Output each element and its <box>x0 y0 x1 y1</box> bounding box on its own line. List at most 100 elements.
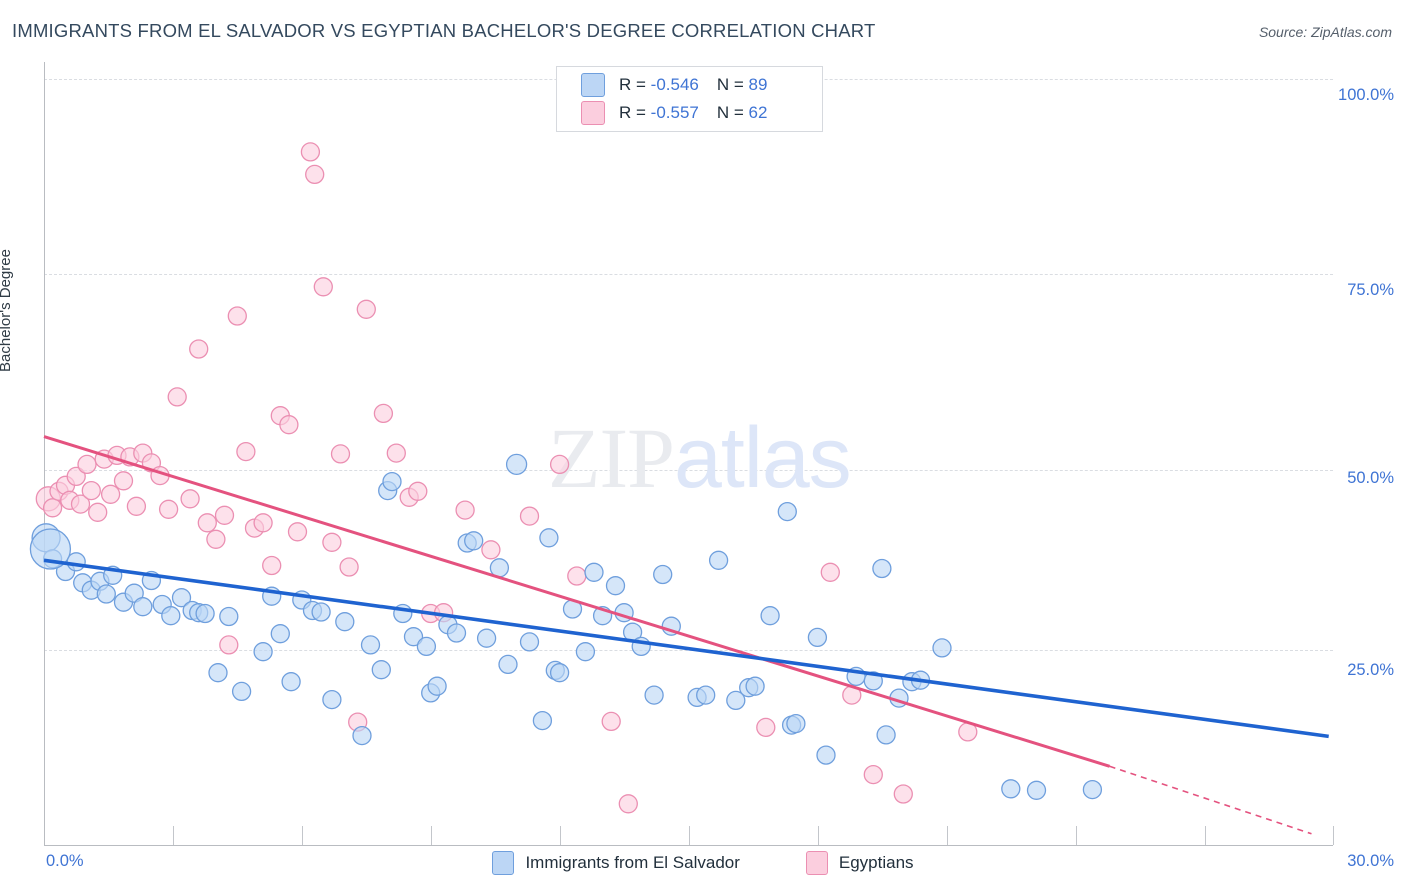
x-axis-tick <box>1076 826 1077 845</box>
scatter-point <box>653 564 673 585</box>
scatter-point <box>189 339 209 359</box>
scatter-point <box>1001 779 1021 799</box>
scatter-point <box>816 745 836 765</box>
x-axis-tick <box>947 826 948 845</box>
scatter-point <box>601 711 621 732</box>
x-tick-label-max: 30.0% <box>1347 852 1394 870</box>
scatter-point <box>532 710 553 731</box>
n-value-pink: N = 62 <box>716 103 768 122</box>
scatter-point <box>253 513 273 533</box>
legend-item-el-salvador[interactable]: Immigrants from El Salvador <box>492 851 740 875</box>
y-axis-line <box>44 62 45 845</box>
y-axis-title: Bachelor's Degree <box>0 249 14 372</box>
correlation-stats-box: R = -0.546 N = 89 R = -0.557 N = 62 <box>556 66 823 132</box>
scatter-point <box>756 717 776 738</box>
x-axis-tick <box>431 826 432 845</box>
scatter-point <box>1026 780 1047 800</box>
scatter-point <box>42 498 63 518</box>
scatter-point <box>279 415 299 435</box>
scatter-point <box>219 606 239 627</box>
scatter-point <box>81 480 101 501</box>
scatter-point <box>745 676 765 696</box>
gridline-25 <box>44 650 1333 651</box>
scatter-point <box>335 612 355 632</box>
scatter-point <box>305 164 325 185</box>
scatter-point <box>330 444 351 464</box>
legend-swatch-egyptians-icon <box>805 851 828 875</box>
scatter-point <box>180 489 200 509</box>
scatter-point <box>549 454 570 475</box>
scatter-point <box>777 501 797 522</box>
scatter-point <box>29 528 72 570</box>
r-value-pink: R = -0.557 <box>619 103 699 122</box>
scatter-point <box>158 499 179 519</box>
scatter-point <box>161 606 181 626</box>
scatter-point <box>66 466 86 487</box>
scatter-point <box>876 725 896 745</box>
scatter-point <box>227 306 247 326</box>
gridline-75 <box>44 274 1333 275</box>
scatter-point <box>113 471 134 491</box>
scatter-point <box>386 443 406 463</box>
scatter-point <box>219 635 239 655</box>
scatter-point <box>893 784 913 804</box>
legend-swatch-blue-icon <box>581 73 605 97</box>
scatter-point <box>311 602 331 622</box>
y-tick-label-25: 25.0% <box>1347 661 1394 679</box>
scatter-point <box>208 663 228 683</box>
legend-label-egyptians: Egyptians <box>838 853 914 872</box>
scatter-point <box>519 632 540 652</box>
y-tick-label-100: 100.0% <box>1338 86 1394 104</box>
scatter-point <box>313 277 333 297</box>
x-axis-tick <box>1333 826 1334 845</box>
scatter-point <box>287 522 308 542</box>
scatter-point <box>464 531 484 551</box>
y-tick-label-50: 50.0% <box>1347 469 1394 487</box>
scatter-point <box>231 681 252 702</box>
scatter-point <box>519 506 540 526</box>
scatter-point <box>807 627 828 648</box>
scatter-point <box>786 713 806 734</box>
scatter-point <box>476 628 497 648</box>
scatter-point <box>760 606 780 626</box>
legend-label-el-salvador: Immigrants from El Salvador <box>525 853 740 872</box>
scatter-point <box>696 685 716 705</box>
stats-row-pink: R = -0.557 N = 62 <box>557 99 822 127</box>
scatter-point <box>70 494 91 514</box>
scatter-point <box>605 576 626 596</box>
scatter-point <box>96 584 116 604</box>
page-title: IMMIGRANTS FROM EL SALVADOR VS EGYPTIAN … <box>12 20 876 41</box>
scatter-point <box>726 690 746 711</box>
scatter-point <box>167 387 187 407</box>
scatter-point <box>644 685 664 705</box>
scatter-point <box>549 663 570 683</box>
x-axis-tick <box>1205 826 1206 845</box>
scatter-point <box>567 566 587 586</box>
gridline-50 <box>44 470 1333 471</box>
scatter-point <box>863 764 883 785</box>
scatter-point <box>382 471 402 492</box>
r-value-blue: R = -0.546 <box>619 75 699 94</box>
scatter-point <box>455 500 475 520</box>
scatter-point <box>360 635 381 655</box>
scatter-point <box>1082 779 1103 800</box>
scatter-point <box>300 142 321 162</box>
scatter-point <box>373 403 394 424</box>
scatter-point <box>339 557 359 577</box>
scatter-point <box>446 623 467 643</box>
scatter-point <box>416 636 437 657</box>
legend-item-egyptians[interactable]: Egyptians <box>805 851 914 875</box>
scatter-point <box>236 441 256 462</box>
x-axis-line <box>44 845 1333 846</box>
scatter-point <box>584 562 604 582</box>
scatter-point <box>403 627 424 647</box>
scatter-point <box>171 588 192 608</box>
scatter-point <box>427 676 447 696</box>
x-tick-label-min: 0.0% <box>46 852 84 870</box>
scatter-point <box>322 689 342 710</box>
scatter-point <box>408 481 428 501</box>
scatter-point <box>214 505 235 525</box>
scatter-point <box>270 624 290 644</box>
scatter-point <box>352 725 372 746</box>
